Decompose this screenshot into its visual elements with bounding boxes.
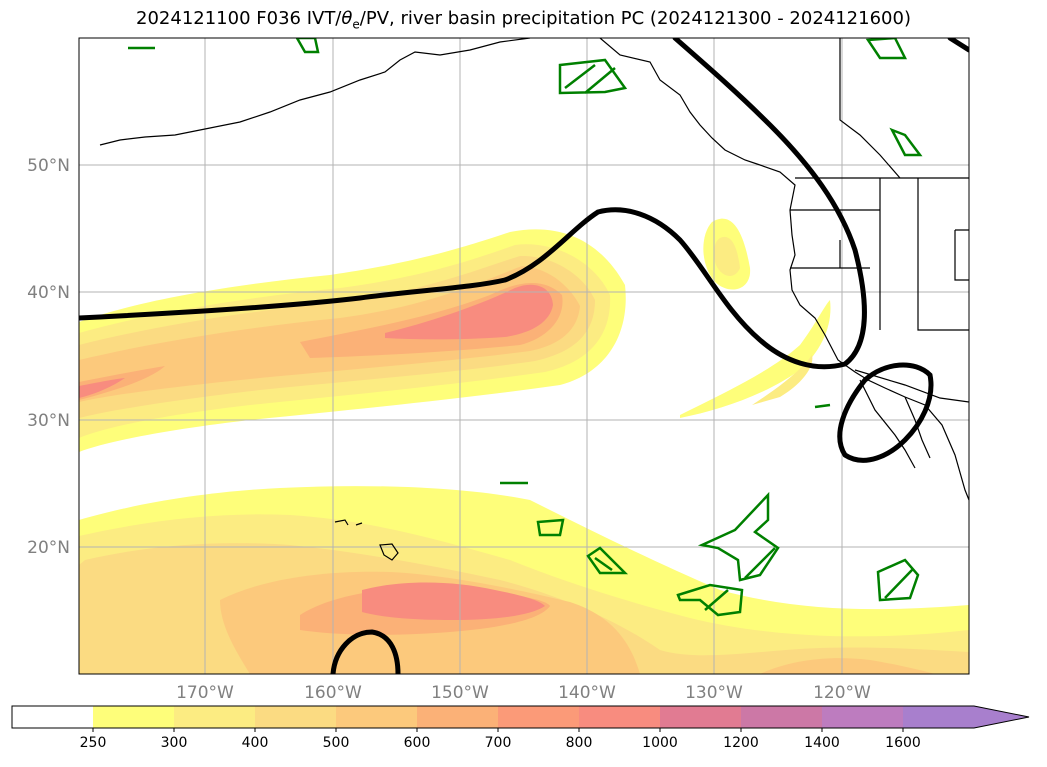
colorbar-tick-label: 500 xyxy=(323,735,350,751)
colorbar-tick-label: 1600 xyxy=(885,735,921,751)
colorbar-extend-arrow xyxy=(903,706,1029,728)
baja-coast xyxy=(859,379,916,469)
river-basin-outlines xyxy=(128,38,923,617)
colorbar-swatch xyxy=(12,706,94,728)
basin-outline xyxy=(814,403,831,409)
colorbar-ticks: 250 300 400 500 600 700 800 1000 1200 1400 1600 xyxy=(80,728,921,751)
hawaii xyxy=(334,519,399,561)
colorbar-swatch xyxy=(660,706,742,728)
pv-contours xyxy=(79,38,969,674)
colorbar: 250 300 400 500 600 700 800 1000 1200 1400 1600 xyxy=(11,705,1030,751)
colorbar-swatch xyxy=(93,706,175,728)
colorbar-tick-label: 700 xyxy=(485,735,512,751)
basin-outline xyxy=(586,546,629,575)
pv-contour-main xyxy=(79,38,867,370)
lon-label-160w: 160°W xyxy=(304,683,362,703)
ivt-shading-south xyxy=(79,486,969,674)
us-mexico-border xyxy=(854,369,969,403)
bc-alberta-border xyxy=(839,38,901,179)
colorbar-tick-label: 400 xyxy=(242,735,269,751)
map-body xyxy=(79,38,969,674)
lat-label-30n: 30°N xyxy=(27,411,70,431)
map-frame xyxy=(78,37,970,675)
lon-label-170w: 170°W xyxy=(176,683,234,703)
colorbar-swatch xyxy=(579,706,661,728)
pv-contour-cutoff-low xyxy=(837,362,934,463)
map-title: 2024121100 F036 IVT/θe/PV, river basin p… xyxy=(136,8,911,32)
basin-outline xyxy=(889,127,923,157)
basin-outline xyxy=(876,558,920,602)
basin-outline xyxy=(536,518,565,537)
graticule xyxy=(79,38,969,674)
colorbar-tick-label: 1200 xyxy=(723,735,759,751)
colorbar-swatch xyxy=(336,706,418,728)
colorbar-tick-label: 1400 xyxy=(804,735,840,751)
colorbar-swatches xyxy=(12,706,1029,728)
pv-contour-corner xyxy=(947,38,969,53)
colorbar-tick-label: 300 xyxy=(161,735,188,751)
basin-outline xyxy=(558,58,628,95)
colorbar-swatch xyxy=(498,706,580,728)
colorbar-swatch xyxy=(417,706,499,728)
longitude-labels: 170°W 160°W 150°W 140°W 130°W 120°W xyxy=(176,683,871,703)
colorbar-swatch xyxy=(822,706,904,728)
lon-label-120w: 120°W xyxy=(813,683,871,703)
gulf-coast xyxy=(904,396,931,459)
colorbar-swatch xyxy=(255,706,337,728)
colorbar-swatch xyxy=(174,706,256,728)
ivt-shading-blob xyxy=(703,218,751,290)
lon-label-130w: 130°W xyxy=(685,683,743,703)
ivt-shading-north xyxy=(79,229,626,452)
lon-label-150w: 150°W xyxy=(431,683,489,703)
basin-outline xyxy=(676,583,744,617)
colorbar-tick-label: 250 xyxy=(80,735,107,751)
lon-label-140w: 140°W xyxy=(558,683,616,703)
basin-outline xyxy=(697,491,780,582)
lat-label-40n: 40°N xyxy=(27,283,70,303)
alaska-coast xyxy=(99,38,531,146)
lat-label-50n: 50°N xyxy=(27,156,70,176)
colorbar-swatch xyxy=(741,706,823,728)
colorbar-tick-label: 600 xyxy=(404,735,431,751)
pv-contour-south xyxy=(330,629,401,674)
latitude-labels: 50°N 40°N 30°N 20°N xyxy=(27,156,70,558)
basin-outline xyxy=(295,38,320,54)
colorbar-tick-label: 1000 xyxy=(642,735,678,751)
lat-label-20n: 20°N xyxy=(27,538,70,558)
colorbar-outline xyxy=(11,705,1030,729)
basin-outline xyxy=(865,38,908,60)
colorbar-tick-label: 800 xyxy=(566,735,593,751)
ivt-shading-streak xyxy=(680,300,831,418)
